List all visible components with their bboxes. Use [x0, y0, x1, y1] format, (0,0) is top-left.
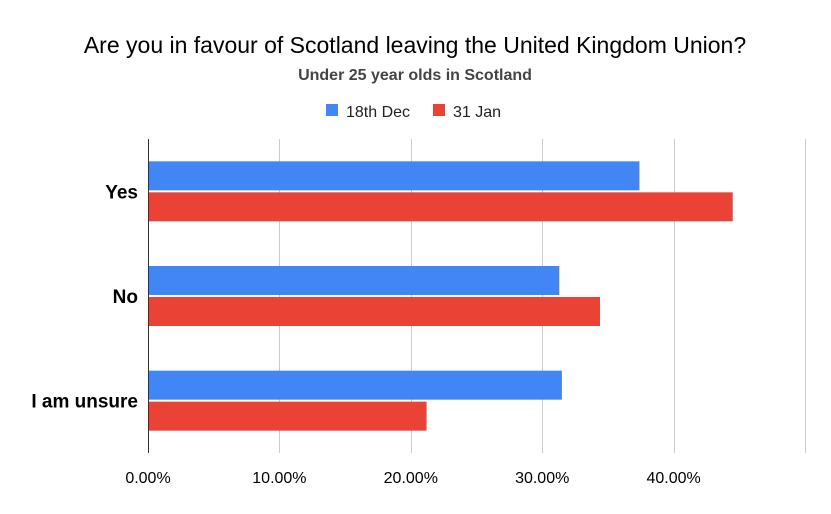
bar-2-series-0	[149, 370, 562, 400]
bar-1-series-1	[149, 297, 601, 326]
bar-2-series-1	[149, 401, 427, 431]
legend-swatch-series-1	[433, 104, 445, 116]
x-tick-label-0: 0.00%	[125, 470, 170, 487]
legend-label-series-1: 31 Jan	[453, 104, 501, 121]
x-tick-labels: 0.00% 10.00% 20.00% 30.00% 40.00%	[125, 470, 700, 487]
bar-0-series-0	[149, 161, 640, 191]
gridlines	[279, 139, 806, 453]
legend-label-series-0: 18th Dec	[346, 104, 410, 121]
legend: 18th Dec 31 Jan	[326, 104, 501, 121]
x-tick-label-3: 30.00%	[515, 470, 569, 487]
bar-0-series-1	[149, 192, 733, 222]
category-labels: Yes No I am unsure	[31, 182, 138, 412]
category-label-1: No	[113, 287, 138, 308]
bars	[149, 161, 733, 431]
category-label-2: I am unsure	[31, 392, 138, 413]
chart-subtitle: Under 25 year olds in Scotland	[298, 67, 532, 84]
chart-title: Are you in favour of Scotland leaving th…	[84, 32, 746, 58]
category-label-0: Yes	[105, 182, 138, 203]
legend-swatch-series-0	[326, 104, 338, 116]
x-tick-label-4: 40.00%	[646, 470, 700, 487]
x-tick-label-1: 10.00%	[252, 470, 306, 487]
bar-1-series-0	[149, 266, 560, 295]
x-tick-label-2: 20.00%	[384, 470, 438, 487]
